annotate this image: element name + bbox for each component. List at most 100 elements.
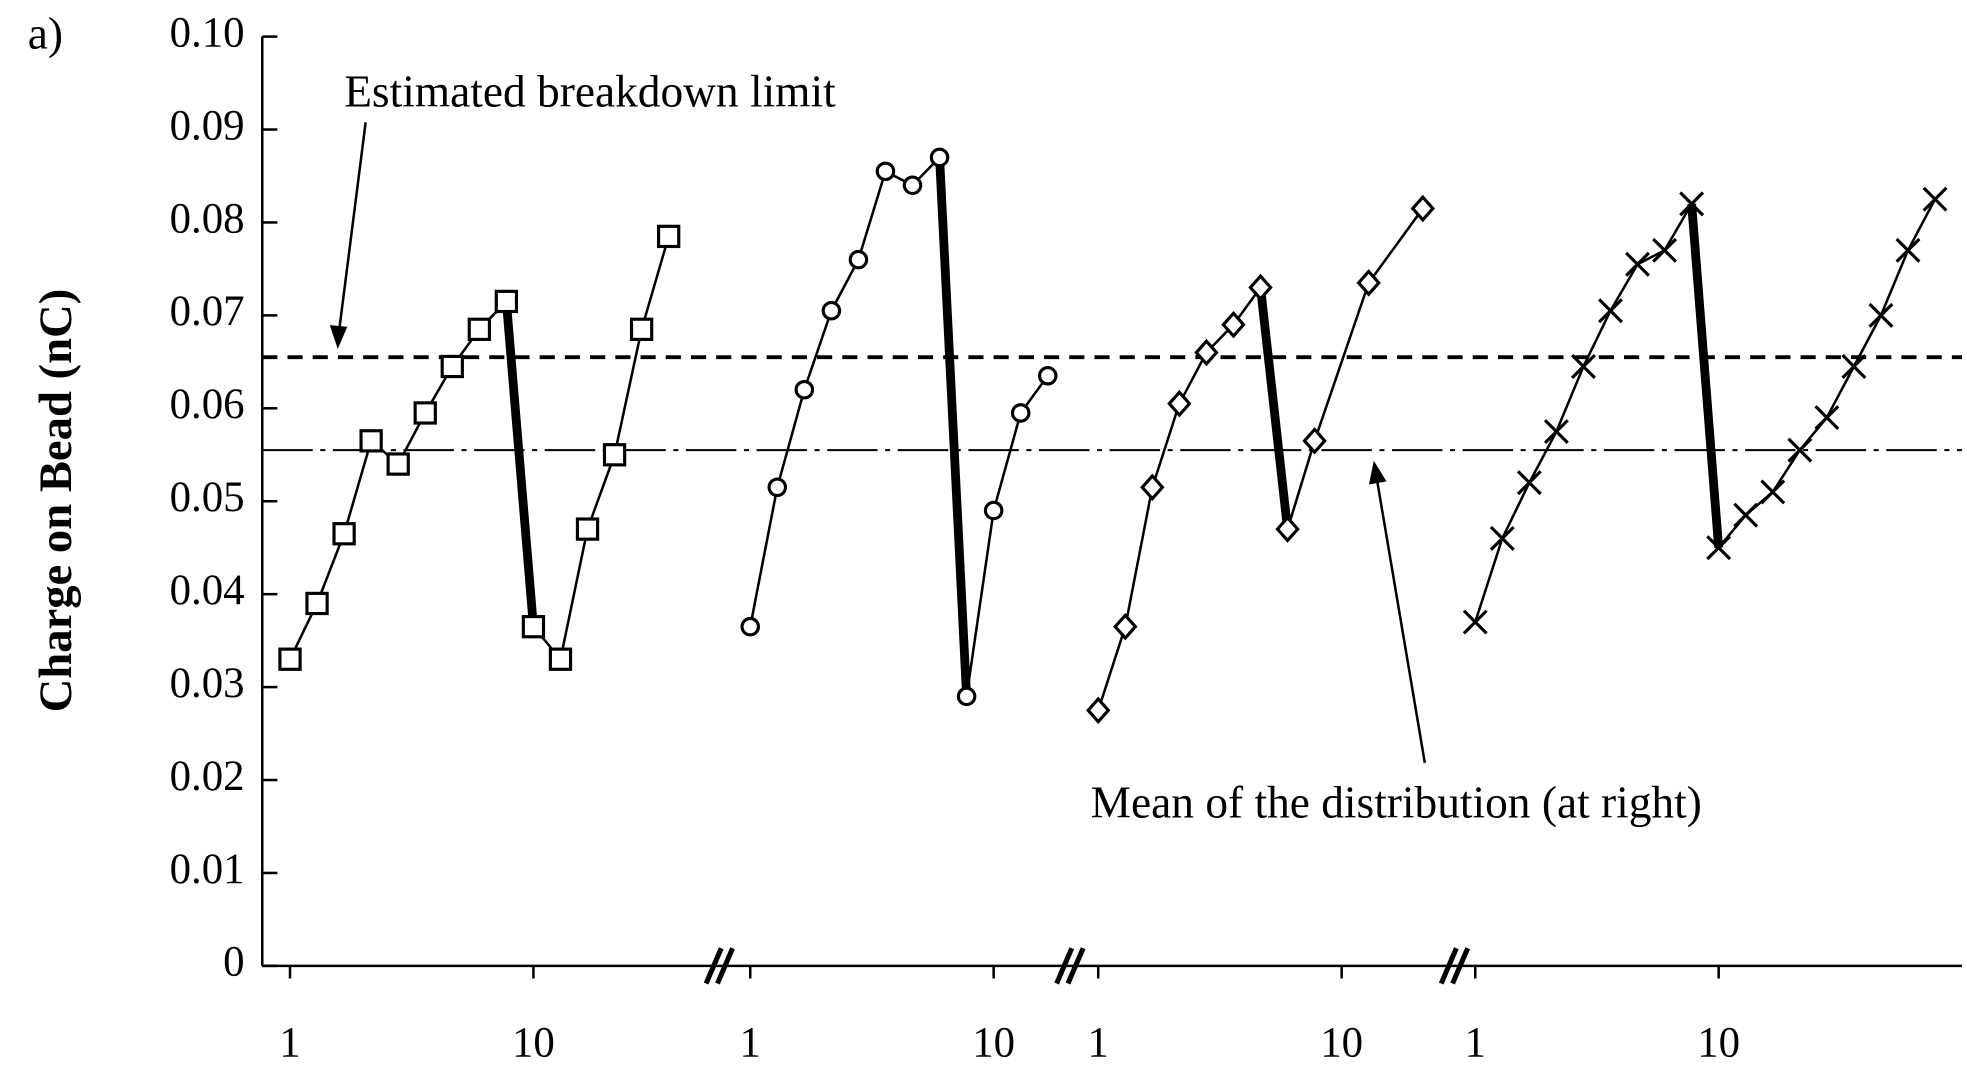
line-segment bbox=[1609, 263, 1639, 312]
x-tick-label: 1 bbox=[740, 1019, 761, 1066]
marker bbox=[1625, 251, 1650, 277]
annotation: Mean of the distribution (at right) bbox=[1091, 777, 1702, 827]
marker bbox=[1868, 302, 1894, 328]
marker bbox=[359, 429, 383, 453]
arrowhead bbox=[329, 325, 348, 350]
marker bbox=[440, 354, 464, 379]
marker bbox=[1922, 186, 1948, 212]
line-segment bbox=[1367, 207, 1424, 284]
line-segment bbox=[1582, 310, 1612, 368]
arrowhead bbox=[1368, 460, 1387, 485]
line-segment bbox=[586, 454, 616, 530]
line-segment bbox=[1501, 482, 1531, 539]
annotation: Estimated breakdown limit bbox=[344, 66, 836, 116]
marker bbox=[332, 522, 356, 546]
line-segment bbox=[1852, 314, 1883, 368]
marker bbox=[548, 647, 573, 671]
line-segment bbox=[857, 170, 887, 260]
marker bbox=[602, 443, 627, 467]
y-tick-label: 0.07 bbox=[170, 288, 245, 335]
line-segment bbox=[1124, 487, 1154, 627]
marker bbox=[1841, 354, 1867, 379]
marker bbox=[1167, 389, 1192, 418]
line-segment bbox=[1687, 203, 1724, 549]
x-tick-label: 10 bbox=[512, 1019, 555, 1066]
axis-break bbox=[703, 947, 724, 985]
marker bbox=[1010, 403, 1031, 423]
panel-label: a) bbox=[28, 8, 63, 58]
marker bbox=[1652, 237, 1678, 263]
x-tick-label: 1 bbox=[1088, 1019, 1109, 1066]
marker bbox=[1086, 696, 1111, 725]
line-segment bbox=[1663, 203, 1693, 251]
marker bbox=[929, 147, 950, 168]
marker bbox=[1760, 479, 1786, 505]
marker bbox=[467, 317, 491, 341]
marker bbox=[1706, 535, 1732, 561]
marker bbox=[1275, 515, 1300, 543]
line-segment bbox=[1555, 366, 1585, 433]
marker bbox=[1679, 191, 1705, 217]
line-segment bbox=[992, 412, 1022, 511]
marker bbox=[629, 317, 654, 341]
marker bbox=[494, 289, 519, 314]
marker bbox=[1248, 273, 1273, 302]
x-tick-label: 10 bbox=[1320, 1019, 1363, 1066]
y-tick-label: 0.03 bbox=[170, 660, 245, 707]
marker bbox=[1037, 366, 1058, 386]
marker bbox=[1543, 419, 1569, 444]
marker bbox=[875, 161, 896, 182]
line-segment bbox=[1286, 440, 1316, 530]
marker bbox=[1516, 470, 1542, 496]
line-segment bbox=[501, 301, 538, 628]
arrows bbox=[329, 122, 1427, 764]
line-segment bbox=[640, 236, 670, 330]
y-tick-label: 0.08 bbox=[170, 195, 245, 242]
marker bbox=[1570, 354, 1596, 379]
y-axis-label: Charge on Bead (nC) bbox=[30, 289, 82, 713]
y-tick-label: 0.06 bbox=[170, 381, 245, 428]
y-tick-label: 0.01 bbox=[170, 846, 245, 893]
marker bbox=[1733, 502, 1759, 528]
line-segment bbox=[935, 157, 972, 697]
line-segment bbox=[1879, 249, 1910, 316]
arrow bbox=[337, 122, 367, 331]
line-segment bbox=[748, 487, 779, 627]
line-segment bbox=[803, 310, 833, 391]
line-segment bbox=[1825, 365, 1856, 419]
y-tick-label: 0.04 bbox=[170, 567, 245, 614]
line-segment bbox=[1151, 403, 1181, 488]
marker bbox=[1462, 609, 1488, 635]
marker bbox=[575, 517, 600, 541]
line-segment bbox=[1528, 430, 1558, 484]
marker bbox=[1787, 437, 1813, 463]
axis-break bbox=[1450, 947, 1471, 985]
line-segment bbox=[559, 528, 589, 660]
line-segment bbox=[1313, 282, 1370, 442]
x-tick-label: 10 bbox=[1697, 1019, 1740, 1066]
marker bbox=[848, 249, 869, 270]
marker bbox=[740, 616, 761, 637]
marker bbox=[1598, 298, 1623, 324]
marker bbox=[821, 300, 842, 321]
line-segment bbox=[1097, 626, 1127, 711]
x-tick-label: 1 bbox=[1465, 1019, 1486, 1066]
marker bbox=[1410, 194, 1435, 223]
marker bbox=[1194, 338, 1219, 367]
marker bbox=[1489, 525, 1515, 551]
axis-breaks bbox=[703, 947, 1471, 985]
axis-break bbox=[1438, 947, 1459, 985]
line-segment bbox=[613, 329, 643, 456]
x-tick-label: 1 bbox=[279, 1019, 300, 1066]
line-segment bbox=[342, 440, 373, 535]
x-tick-label: 10 bbox=[972, 1019, 1015, 1066]
axis-break bbox=[715, 947, 735, 985]
marker bbox=[1221, 310, 1246, 339]
marker bbox=[794, 379, 815, 400]
marker bbox=[386, 452, 410, 476]
marker bbox=[983, 500, 1004, 521]
axis-break bbox=[1054, 947, 1075, 985]
line-segment bbox=[1771, 449, 1801, 493]
